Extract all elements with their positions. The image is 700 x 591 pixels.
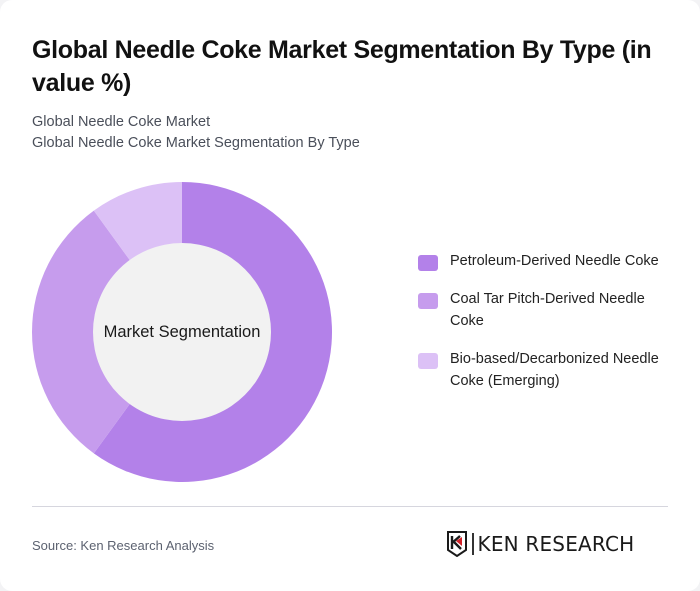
ken-research-shield-icon	[447, 531, 467, 557]
legend-swatch-petroleum	[418, 255, 438, 271]
legend-label-bio-based: Bio-based/Decarbonized Needle Coke (Emer…	[450, 351, 659, 389]
chart-title: Global Needle Coke Market Segmentation B…	[32, 36, 652, 97]
legend-label-coal-tar: Coal Tar Pitch-Derived Needle Coke	[450, 291, 645, 329]
legend-swatch-bio-based	[418, 353, 438, 369]
logo-separator	[472, 533, 474, 555]
legend-swatch-coal-tar	[418, 293, 438, 309]
chart-subtitle-market: Global Needle Coke Market	[32, 114, 211, 130]
ken-research-logo: KEN RESEARCH	[446, 530, 670, 558]
footer-divider	[32, 506, 668, 507]
chart-subtitle-segmentation: Global Needle Coke Market Segmentation B…	[32, 135, 360, 151]
chart-legend: Petroleum-Derived Needle Coke Coal Tar P…	[418, 250, 678, 408]
logo-wordmark: KEN RESEARCH	[477, 532, 635, 556]
legend-item-petroleum[interactable]: Petroleum-Derived Needle Coke	[418, 250, 678, 272]
donut-chart: Market Segmentation	[31, 182, 333, 482]
donut-hole	[93, 243, 271, 421]
legend-label-petroleum: Petroleum-Derived Needle Coke	[450, 253, 659, 269]
donut-svg	[31, 182, 333, 482]
source-note: Source: Ken Research Analysis	[32, 538, 215, 553]
legend-item-coal-tar[interactable]: Coal Tar Pitch-Derived Needle Coke	[418, 288, 678, 332]
legend-item-bio-based[interactable]: Bio-based/Decarbonized Needle Coke (Emer…	[418, 348, 678, 392]
